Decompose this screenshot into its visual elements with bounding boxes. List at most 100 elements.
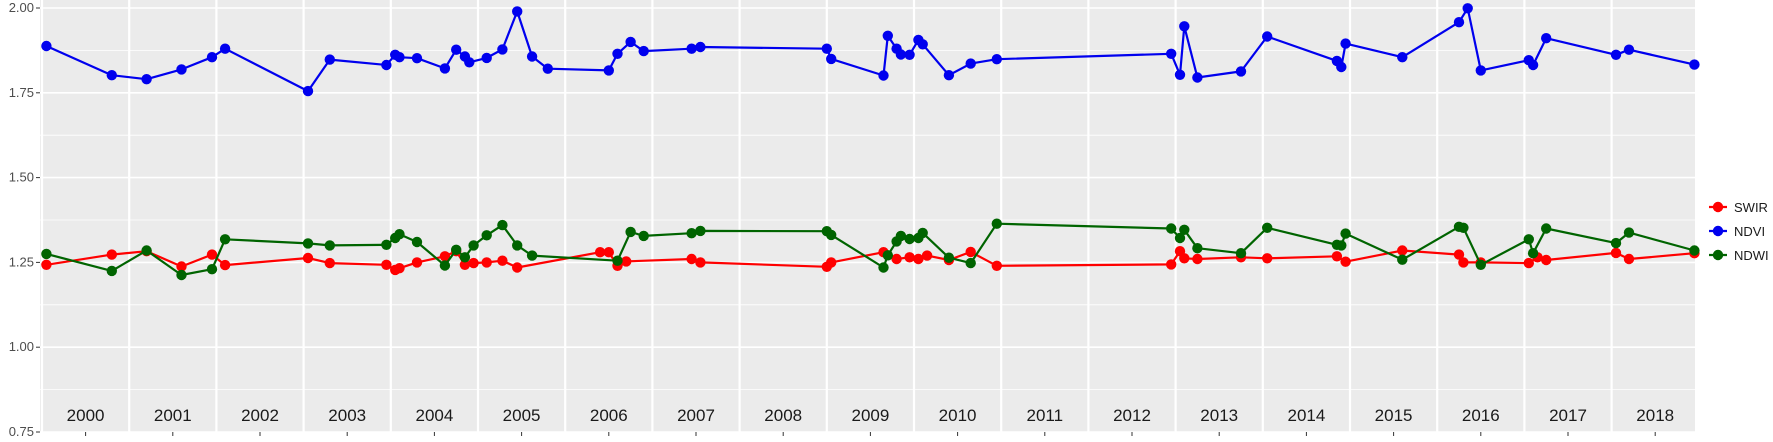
data-point	[891, 253, 902, 265]
data-point	[1475, 65, 1487, 76]
data-point	[1610, 237, 1622, 249]
legend-item: NDWI	[1708, 245, 1769, 265]
data-point	[882, 30, 893, 41]
data-point	[686, 228, 697, 239]
data-point	[1174, 232, 1186, 244]
data-point	[1458, 257, 1469, 268]
data-point	[1192, 253, 1203, 265]
data-point	[411, 236, 423, 248]
legend-item: SWIR	[1708, 197, 1768, 217]
series-ndvi	[41, 3, 1700, 97]
data-point	[1610, 247, 1622, 259]
legend: SWIR NDVI NDWI	[1708, 197, 1769, 265]
year-label: 2010	[939, 406, 977, 425]
data-point	[1336, 61, 1347, 73]
x-axis	[85, 432, 1656, 436]
data-point	[1397, 245, 1408, 256]
data-point	[1340, 228, 1351, 239]
data-point	[106, 265, 118, 277]
data-point	[481, 52, 492, 64]
data-point	[512, 262, 523, 273]
legend-label: SWIR	[1734, 200, 1768, 215]
data-point	[439, 63, 451, 74]
data-point	[219, 234, 231, 245]
data-point	[1166, 223, 1177, 234]
data-point	[394, 263, 405, 274]
year-label: 2006	[590, 406, 628, 425]
data-point	[1340, 38, 1351, 49]
y-tick-label: 1.75	[9, 85, 34, 100]
data-point	[904, 233, 915, 245]
y-tick-label: 1.00	[9, 339, 34, 354]
data-point	[302, 85, 314, 97]
data-point	[219, 43, 231, 54]
data-point	[459, 259, 471, 270]
data-point	[1523, 234, 1535, 245]
data-point	[695, 41, 706, 53]
year-label: 2012	[1113, 406, 1151, 425]
data-point	[394, 52, 405, 63]
data-point	[1475, 259, 1487, 270]
data-point	[991, 218, 1002, 229]
data-point	[526, 250, 538, 261]
data-point	[826, 257, 837, 268]
data-point	[1174, 69, 1186, 81]
data-point	[439, 251, 451, 262]
data-point	[302, 238, 314, 249]
data-point	[612, 255, 623, 266]
data-point	[1179, 253, 1190, 264]
data-point	[468, 240, 479, 251]
data-point	[686, 253, 697, 265]
data-point	[878, 262, 889, 273]
year-label: 2002	[241, 406, 279, 425]
data-point	[1541, 254, 1552, 266]
data-point	[381, 239, 392, 250]
data-point	[141, 245, 152, 256]
data-point	[1462, 3, 1473, 14]
y-tick-label: 2.00	[9, 0, 34, 15]
year-label: 2001	[154, 406, 192, 425]
data-point	[41, 40, 52, 52]
data-point	[468, 257, 479, 269]
data-point	[526, 51, 538, 62]
data-point	[621, 256, 632, 267]
data-point	[1623, 44, 1635, 55]
data-point	[1331, 251, 1343, 262]
data-point	[1527, 59, 1539, 71]
data-point	[1689, 245, 1700, 256]
year-label: 2008	[764, 406, 802, 425]
data-point	[943, 252, 955, 263]
legend-key-point	[1712, 249, 1724, 261]
data-point	[965, 246, 976, 258]
data-point	[826, 53, 837, 65]
data-point	[41, 248, 52, 260]
data-point	[1397, 52, 1408, 63]
data-point	[497, 44, 508, 55]
data-point	[821, 43, 832, 54]
year-label: 2011	[1027, 406, 1064, 425]
data-point	[882, 250, 893, 261]
data-point	[451, 44, 462, 55]
data-point	[895, 49, 907, 60]
data-point	[176, 64, 187, 75]
data-point	[141, 74, 152, 85]
data-point	[594, 247, 606, 258]
data-point	[1453, 17, 1465, 28]
data-point	[176, 261, 187, 272]
y-axis: 0.75 1.00 1.25 1.50 1.75 2.00	[9, 0, 40, 439]
data-point	[625, 36, 636, 48]
data-point	[1235, 66, 1247, 77]
data-point	[1623, 227, 1635, 238]
data-point	[1541, 223, 1552, 234]
data-point	[464, 57, 475, 68]
data-point	[695, 225, 706, 237]
data-point	[459, 252, 471, 263]
data-point	[1179, 224, 1190, 235]
data-point	[1541, 33, 1552, 44]
data-point	[625, 226, 636, 238]
data-point	[324, 240, 335, 251]
data-point	[991, 260, 1002, 271]
data-point	[206, 52, 218, 63]
data-point	[904, 49, 915, 60]
